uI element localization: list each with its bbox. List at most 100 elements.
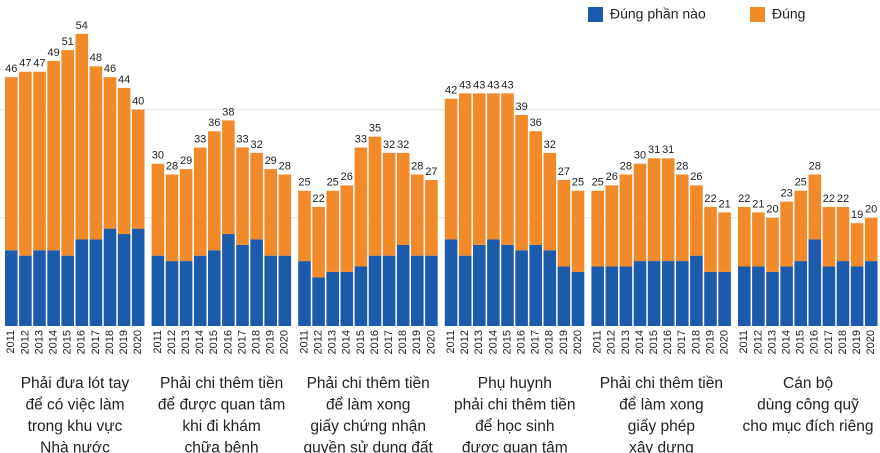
bar-segment	[103, 228, 117, 326]
year-label: 2020	[132, 330, 144, 354]
year-label: 2011	[152, 330, 164, 354]
bar-segment	[591, 190, 604, 267]
group-label: Phải chi thêm tiền	[600, 375, 723, 392]
bar-segment	[766, 271, 779, 326]
bar-segment	[794, 190, 807, 262]
bar-segment	[487, 93, 500, 240]
year-label: 2014	[194, 330, 206, 354]
year-label: 2013	[180, 330, 192, 354]
bar-segment	[515, 250, 528, 326]
bar-segment	[298, 261, 311, 326]
group-label: để làm xong	[619, 397, 703, 414]
total-label: 32	[544, 139, 556, 151]
bar-segment	[151, 255, 165, 326]
total-label: 43	[459, 79, 471, 91]
group-label: Phụ huynh	[478, 375, 552, 392]
legend-swatch	[588, 7, 603, 22]
group-label: để có việc làm	[25, 397, 124, 414]
bar-segment	[557, 179, 571, 267]
bar-segment	[33, 71, 46, 251]
bar-segment	[75, 239, 89, 326]
total-label: 21	[752, 198, 764, 210]
bar-segment	[411, 255, 424, 326]
group-label: trong khu vực	[28, 418, 123, 435]
total-label: 54	[76, 20, 88, 32]
total-label: 40	[132, 96, 144, 108]
bar-segment	[647, 158, 661, 262]
bar-segment	[444, 98, 458, 240]
total-label: 22	[704, 193, 716, 205]
group-label: được quan tâm	[462, 440, 568, 453]
year-label: 2011	[298, 330, 310, 354]
bar-segment	[501, 244, 514, 326]
total-label: 25	[572, 177, 584, 189]
year-label: 2017	[90, 330, 102, 354]
year-label: 2012	[166, 330, 178, 354]
total-label: 43	[501, 79, 513, 91]
total-label: 28	[620, 160, 632, 172]
group-label: khi đi khám	[182, 418, 260, 435]
bar-segment	[208, 250, 221, 326]
year-label: 2012	[19, 330, 31, 354]
group-label: cho mục đích riêng	[743, 418, 874, 435]
bar-segment	[312, 277, 325, 326]
year-label: 2015	[355, 330, 367, 354]
bar-segment	[340, 185, 354, 272]
bar-segment	[33, 250, 46, 326]
year-label: 2014	[781, 330, 793, 354]
total-label: 22	[837, 193, 849, 205]
year-label: 2019	[558, 330, 570, 354]
bar-segment	[808, 174, 822, 240]
total-label: 25	[795, 177, 807, 189]
bar-segment	[571, 271, 585, 326]
bar-segment	[250, 239, 263, 326]
total-label: 25	[592, 177, 604, 189]
bar-segment	[312, 206, 325, 278]
year-label: 2014	[634, 330, 646, 354]
total-label: 23	[780, 187, 792, 199]
bar-segment	[836, 261, 850, 326]
bar-segment	[222, 120, 235, 235]
bar-segment	[208, 131, 221, 251]
bar-segment	[411, 174, 424, 256]
bar-segment	[808, 239, 822, 326]
total-label: 46	[104, 63, 116, 75]
bar-segment	[676, 261, 689, 326]
bar-segment	[5, 77, 18, 251]
total-label: 25	[298, 177, 310, 189]
total-label: 19	[851, 209, 863, 221]
year-label: 2016	[809, 330, 821, 354]
bar-segment	[690, 185, 703, 256]
year-label: 2013	[473, 330, 485, 354]
group-label: Phải đưa lót tay	[21, 375, 130, 392]
total-label: 39	[515, 101, 527, 113]
year-label: 2020	[572, 330, 584, 354]
bar-segment	[850, 223, 864, 267]
group-label: giấy chứng nhận	[310, 418, 426, 435]
total-label: 29	[180, 155, 192, 167]
year-label: 2017	[676, 330, 688, 354]
year-label: 2017	[236, 330, 248, 354]
legend-label: Đúng	[772, 6, 805, 22]
bar-segment	[151, 163, 165, 256]
total-label: 32	[250, 139, 262, 151]
bar-segment	[179, 169, 193, 262]
bar-segment	[487, 239, 500, 326]
bar-segment	[704, 206, 717, 272]
year-label: 2018	[397, 330, 409, 354]
bar-segment	[543, 250, 557, 326]
total-label: 26	[690, 171, 702, 183]
bar-segment	[473, 93, 486, 245]
group-label: Cán bộ	[783, 375, 833, 392]
bar-segment	[676, 174, 689, 262]
bar-segment	[117, 87, 131, 235]
year-label: 2020	[865, 330, 877, 354]
bar-segment	[298, 190, 311, 262]
year-label: 2015	[62, 330, 74, 354]
bar-segment	[425, 255, 438, 326]
group-label: quyền sử dụng đất	[304, 440, 434, 453]
bar-segment	[718, 271, 731, 326]
bar-segment	[326, 190, 339, 272]
